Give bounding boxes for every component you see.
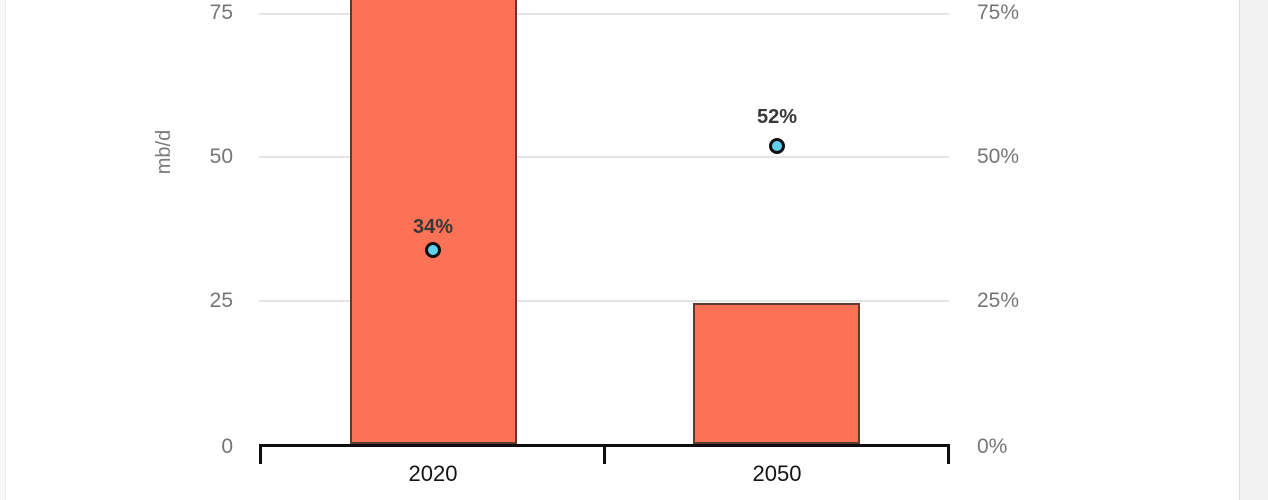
gridline-25 [259, 300, 949, 302]
category-label-2050: 2050 [752, 461, 802, 486]
category-label-2020: 2020 [408, 461, 458, 486]
point-label-2050: 52% [756, 106, 798, 128]
scatter-marker-2020 [425, 242, 441, 258]
left-axis-tick-50: 50 [209, 145, 233, 168]
left-axis-tick-25: 25 [209, 289, 233, 312]
gridline-75 [259, 13, 949, 15]
bar-2020 [350, 0, 517, 444]
left-axis-tick-0: 0 [221, 435, 233, 458]
x-axis-tick-end [947, 444, 950, 464]
right-axis-tick-75pct: 75% [977, 1, 1020, 24]
x-axis-tick-middle [603, 444, 606, 464]
left-axis-tick-75: 75 [209, 1, 233, 24]
right-axis-tick-50pct: 50% [977, 145, 1020, 168]
left-axis-title: mb/d [153, 129, 175, 175]
right-axis-tick-25pct: 25% [977, 289, 1020, 312]
right-axis-tick-0pct: 0% [977, 435, 1008, 458]
gridline-50 [259, 156, 949, 158]
x-axis-tick-start [259, 444, 262, 464]
point-label-2020: 34% [412, 216, 454, 238]
bar-2050 [693, 303, 860, 444]
page-left-edge [0, 0, 6, 500]
page-right-edge [1239, 0, 1268, 500]
scatter-marker-2050 [769, 138, 785, 154]
